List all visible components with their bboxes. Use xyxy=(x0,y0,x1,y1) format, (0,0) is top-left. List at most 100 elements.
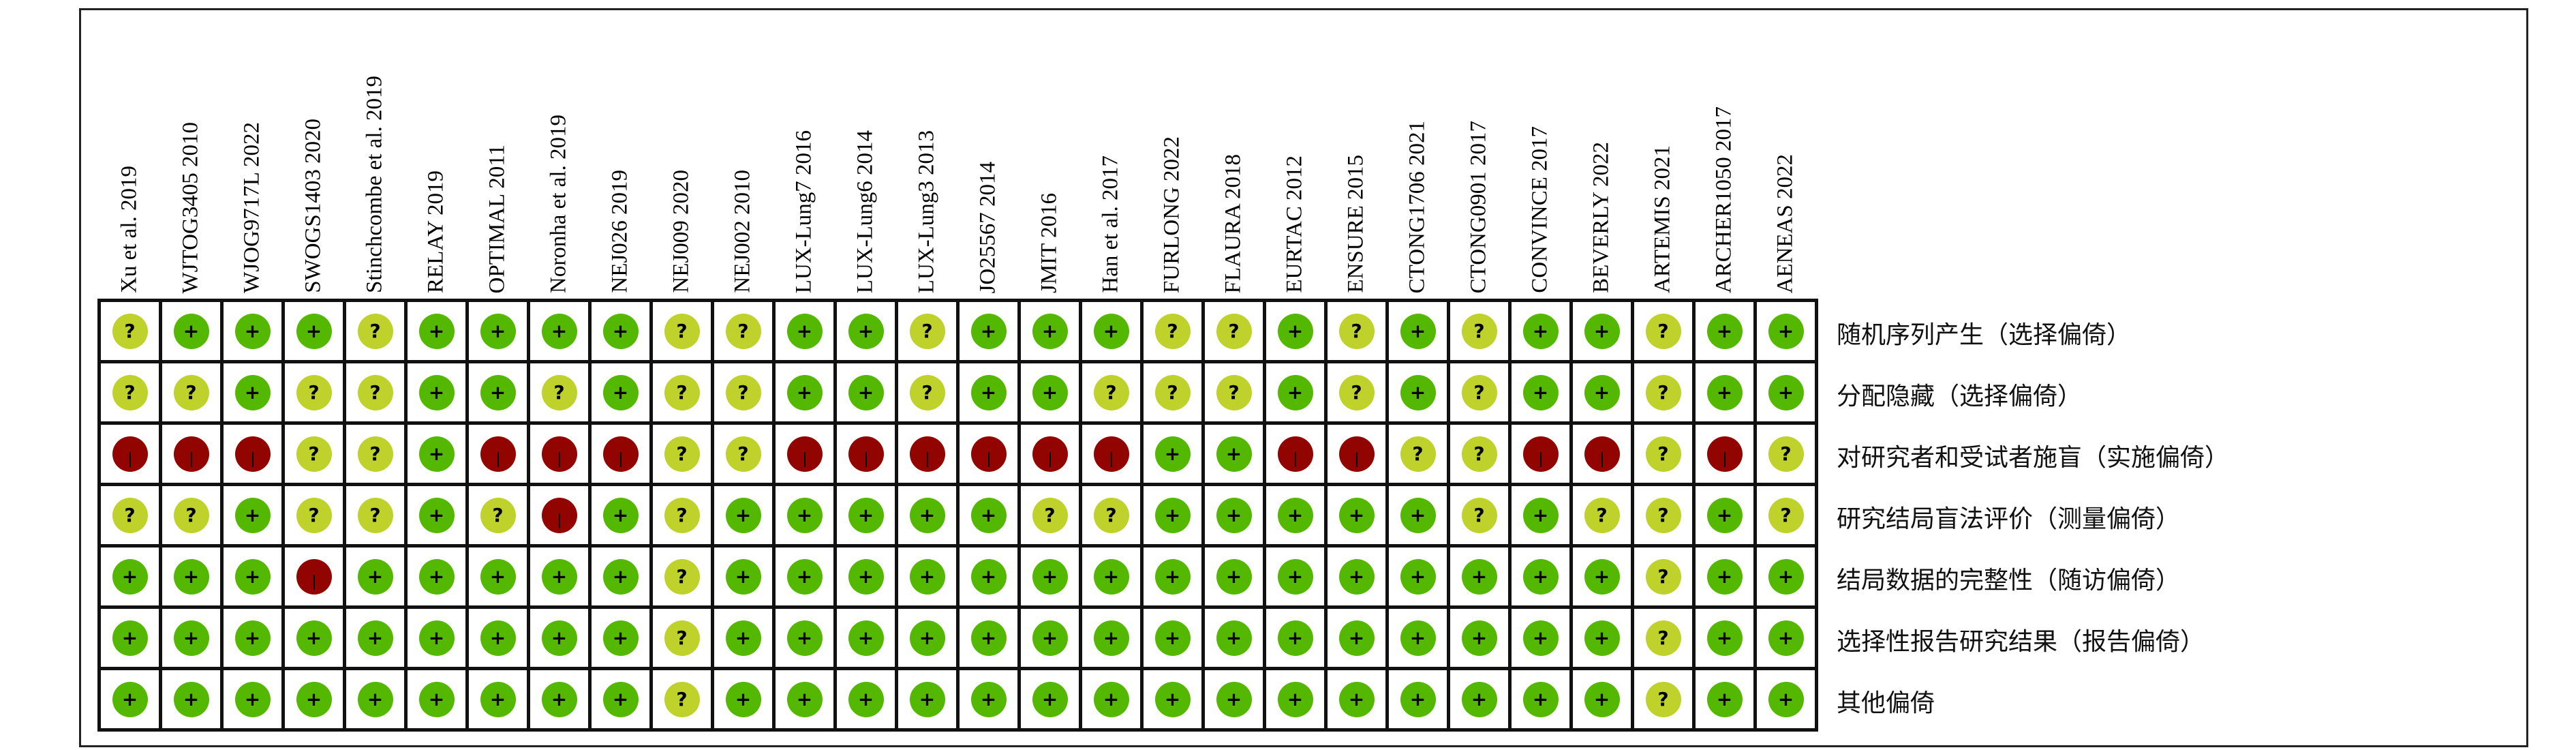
judgement-cell: ? xyxy=(1450,363,1512,425)
judgement-cell: ? xyxy=(1144,302,1205,363)
low-risk-icon: + xyxy=(357,681,393,717)
low-risk-icon: + xyxy=(1706,681,1743,717)
low-risk-icon: + xyxy=(602,374,639,410)
low-risk-icon: + xyxy=(848,313,884,349)
judgement-cell xyxy=(1573,425,1634,486)
judgement-cell: ? xyxy=(1757,425,1818,486)
high-risk-icon xyxy=(541,497,577,533)
judgement-cell: ? xyxy=(653,363,714,425)
judgement-cell: ? xyxy=(101,486,162,548)
study-header: LUX-Lung7 2016 xyxy=(773,41,835,293)
judgement-cell: + xyxy=(1389,363,1450,425)
judgement-cell: ? xyxy=(653,425,714,486)
study-header: CTONG0901 2017 xyxy=(1448,41,1509,293)
judgement-cell: + xyxy=(346,670,408,732)
judgement-cell: + xyxy=(898,486,960,548)
judgement-cell: ? xyxy=(714,302,776,363)
study-name: WJOG9717L 2022 xyxy=(239,122,264,293)
judgement-cell: + xyxy=(1144,609,1205,670)
judgement-cell: + xyxy=(960,302,1021,363)
low-risk-icon: + xyxy=(1706,620,1743,656)
study-header: Noronha et al. 2019 xyxy=(528,41,589,293)
study-name: NEJ009 2020 xyxy=(669,170,694,293)
low-risk-icon: + xyxy=(234,497,271,533)
low-risk-icon: + xyxy=(1032,558,1068,595)
study-name: ENSURE 2015 xyxy=(1343,155,1368,293)
judgement-cell: + xyxy=(1328,548,1389,609)
low-risk-icon: + xyxy=(1400,313,1436,349)
judgement-cell: + xyxy=(1144,548,1205,609)
unclear-risk-icon: ? xyxy=(296,374,332,410)
judgement-cell: + xyxy=(408,486,469,548)
judgement-cell: ? xyxy=(101,302,162,363)
judgement-cell: + xyxy=(530,302,592,363)
judgement-cell: ? xyxy=(1450,486,1512,548)
study-name: LUX-Lung7 2016 xyxy=(791,130,816,293)
low-risk-icon: + xyxy=(296,313,332,349)
high-risk-icon xyxy=(296,558,332,595)
judgement-cell: + xyxy=(408,609,469,670)
low-risk-icon: + xyxy=(848,620,884,656)
judgement-cell: + xyxy=(592,609,653,670)
unclear-risk-icon: ? xyxy=(1154,374,1191,410)
judgement-cell: + xyxy=(408,425,469,486)
judgement-cell: + xyxy=(1205,609,1266,670)
judgement-cell: + xyxy=(837,670,898,732)
judgement-cell: + xyxy=(408,548,469,609)
low-risk-icon: + xyxy=(1277,313,1313,349)
judgement-cell: ? xyxy=(714,425,776,486)
judgement-cell: + xyxy=(224,486,285,548)
judgement-cell: + xyxy=(1757,670,1818,732)
judgement-cell: + xyxy=(1389,486,1450,548)
low-risk-icon: + xyxy=(786,313,823,349)
judgement-cell: + xyxy=(101,548,162,609)
low-risk-icon: + xyxy=(970,620,1007,656)
low-risk-icon: + xyxy=(1584,313,1620,349)
judgement-cell: + xyxy=(837,609,898,670)
judgement-cell: + xyxy=(469,302,530,363)
judgement-cell: + xyxy=(530,548,592,609)
study-name: LUX-Lung6 2014 xyxy=(853,130,878,293)
study-name: NEJ002 2010 xyxy=(730,170,755,293)
domain-label: 其他偏倚 xyxy=(1837,689,1935,717)
judgement-cell: ? xyxy=(346,486,408,548)
unclear-risk-icon: ? xyxy=(1093,374,1129,410)
domain-row: + + + + + + + + +? + + + + + + + + + + + + + + +? + + xyxy=(101,670,1818,732)
high-risk-icon xyxy=(1522,436,1559,472)
judgement-cell: + xyxy=(346,609,408,670)
judgement-cell: + xyxy=(898,548,960,609)
judgement-cell: + xyxy=(776,548,837,609)
unclear-risk-icon: ? xyxy=(112,313,148,349)
judgement-cell: + xyxy=(960,363,1021,425)
judgement-cell xyxy=(1328,425,1389,486)
judgement-cell: + xyxy=(1205,425,1266,486)
judgement-cell: + xyxy=(1082,670,1144,732)
judgement-cell: + xyxy=(1021,302,1082,363)
high-risk-icon xyxy=(234,436,271,472)
low-risk-icon: + xyxy=(1032,313,1068,349)
low-risk-icon: + xyxy=(1338,558,1375,595)
judgement-cell xyxy=(530,425,592,486)
study-name: NEJ026 2019 xyxy=(607,170,632,293)
judgement-cell: ? xyxy=(530,363,592,425)
study-header: Stinchcombe et al. 2019 xyxy=(344,41,405,293)
unclear-risk-icon: ? xyxy=(1461,497,1497,533)
judgement-cell xyxy=(592,425,653,486)
judgement-cell: + xyxy=(960,609,1021,670)
judgement-cell: ? xyxy=(469,486,530,548)
low-risk-icon: + xyxy=(1338,681,1375,717)
judgement-cell: + xyxy=(1389,670,1450,732)
judgement-cell: + xyxy=(1573,609,1634,670)
low-risk-icon: + xyxy=(418,558,455,595)
low-risk-icon: + xyxy=(296,620,332,656)
domain-row: ? + + +? + + + +?? + +? + + +?? +? +? + +? + + xyxy=(101,302,1818,363)
unclear-risk-icon: ? xyxy=(1768,436,1804,472)
study-name: Noronha et al. 2019 xyxy=(546,114,571,293)
low-risk-icon: + xyxy=(480,313,516,349)
judgement-cell: ? xyxy=(1450,425,1512,486)
unclear-risk-icon: ? xyxy=(1645,313,1681,349)
unclear-risk-icon: ? xyxy=(357,497,393,533)
high-risk-icon xyxy=(1277,436,1313,472)
unclear-risk-icon: ? xyxy=(1645,558,1681,595)
low-risk-icon: + xyxy=(1032,620,1068,656)
